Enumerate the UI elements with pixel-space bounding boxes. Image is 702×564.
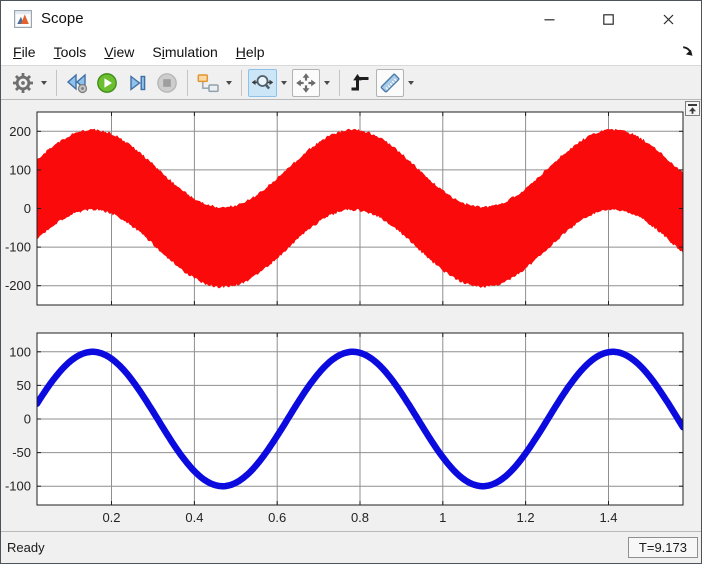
menu-bar: File Tools View Simulation Help bbox=[1, 38, 701, 66]
axes-2[interactable]: 100 50 0 -50 -100 0.2 0.4 0.6 0.8 1 1.2 1.4 bbox=[5, 332, 684, 525]
menu-item-help[interactable]: Help bbox=[235, 43, 265, 60]
toolbar-separator bbox=[241, 69, 242, 96]
x-tick-label: 0.4 bbox=[185, 510, 203, 525]
app-icon bbox=[14, 10, 32, 28]
close-icon bbox=[663, 14, 673, 24]
x-tick-label: 1.2 bbox=[517, 510, 535, 525]
x-tick-label: 1 bbox=[439, 510, 446, 525]
maximize-button[interactable] bbox=[592, 6, 624, 32]
waveform-noisy-sine-band bbox=[37, 128, 683, 289]
cursor-measurements-button[interactable] bbox=[376, 68, 404, 97]
cursor-measurements-dropdown-caret[interactable] bbox=[408, 80, 414, 85]
dock-button[interactable] bbox=[685, 101, 700, 116]
x-tick-label: 0.8 bbox=[351, 510, 369, 525]
plot-canvas: 200 100 0 -100 -200 100 50 0 -50 -100 0.2 0.4 0.6 0.8… bbox=[1, 100, 701, 531]
zoom-x-icon bbox=[251, 74, 274, 89]
title-bar: Scope bbox=[1, 1, 701, 38]
toolbar-separator bbox=[56, 69, 57, 96]
gear-icon bbox=[13, 72, 33, 93]
axes-1[interactable]: 200 100 0 -100 -200 bbox=[5, 111, 684, 306]
dock-up-icon bbox=[688, 103, 697, 114]
y-tick-label: 0 bbox=[24, 201, 31, 216]
step-back-button[interactable] bbox=[63, 69, 91, 97]
x-tick-label: 1.4 bbox=[599, 510, 617, 525]
trigger-icon bbox=[351, 73, 369, 90]
stop-icon bbox=[157, 72, 177, 93]
highlight-block-button[interactable] bbox=[194, 69, 222, 97]
step-forward-button[interactable] bbox=[123, 69, 151, 97]
status-text: Ready bbox=[7, 540, 45, 555]
step-forward-icon bbox=[130, 74, 146, 91]
menu-item-view[interactable]: View bbox=[104, 43, 135, 60]
toolbar-separator bbox=[187, 69, 188, 96]
stop-button[interactable] bbox=[153, 69, 181, 97]
zoom-button[interactable] bbox=[248, 68, 277, 97]
fit-to-view-button[interactable] bbox=[292, 68, 320, 97]
step-back-icon bbox=[66, 72, 88, 93]
settings-button[interactable] bbox=[9, 69, 37, 97]
settings-dropdown-caret[interactable] bbox=[41, 80, 47, 85]
zoom-dropdown-caret[interactable] bbox=[281, 80, 287, 85]
overflow-arrow-icon[interactable] bbox=[681, 44, 697, 60]
minimize-button[interactable] bbox=[533, 6, 565, 32]
window-title: Scope bbox=[41, 10, 84, 27]
y-tick-label: 200 bbox=[9, 124, 31, 139]
menu-item-tools[interactable]: Tools bbox=[53, 43, 87, 60]
y-tick-label: 100 bbox=[9, 344, 31, 359]
ruler-icon bbox=[380, 73, 400, 92]
y-tick-label: -100 bbox=[5, 479, 31, 494]
run-button[interactable] bbox=[93, 69, 121, 97]
menu-item-simulation[interactable]: Simulation bbox=[152, 43, 218, 60]
toolbar-separator bbox=[339, 69, 340, 96]
y-tick-label: 50 bbox=[17, 378, 31, 393]
block-diagram-icon bbox=[197, 73, 219, 92]
maximize-icon bbox=[602, 13, 614, 25]
waveform-sine-wave bbox=[37, 348, 683, 490]
simulation-time-display: T=9.173 bbox=[627, 537, 698, 558]
highlight-block-dropdown-caret[interactable] bbox=[226, 80, 232, 85]
play-icon bbox=[97, 72, 117, 93]
menu-item-file[interactable]: File bbox=[13, 43, 36, 60]
status-bar: Ready T=9.173 bbox=[1, 531, 701, 563]
x-tick-label: 0.2 bbox=[102, 510, 120, 525]
plots-svg[interactable]: 200 100 0 -100 -200 100 50 0 -50 -100 0.2 0.4 0.6 0.8… bbox=[1, 100, 701, 531]
fit-to-view-dropdown-caret[interactable] bbox=[324, 80, 330, 85]
x-tick-label: 0.6 bbox=[268, 510, 286, 525]
close-button[interactable] bbox=[652, 6, 684, 32]
y-tick-label: 100 bbox=[9, 162, 31, 177]
trigger-button[interactable] bbox=[346, 69, 374, 97]
y-tick-label: -100 bbox=[5, 240, 31, 255]
y-tick-label: 0 bbox=[24, 412, 31, 427]
toolbar bbox=[1, 66, 701, 100]
y-tick-label: -50 bbox=[12, 445, 31, 460]
fit-to-view-icon bbox=[296, 72, 316, 93]
y-tick-label: -200 bbox=[5, 278, 31, 293]
